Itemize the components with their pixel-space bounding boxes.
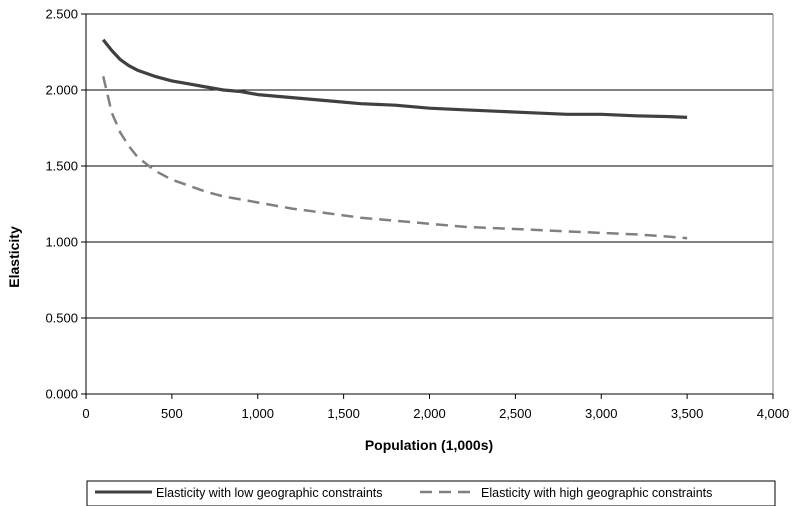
y-tick-label: 0.000: [45, 387, 78, 402]
y-tick-label: 1.000: [45, 235, 78, 250]
x-tick-label: 2,500: [499, 406, 532, 421]
y-tick-label: 2.500: [45, 7, 78, 22]
x-tick-label: 500: [161, 406, 183, 421]
axes: [81, 13, 774, 399]
x-tick-label: 4,000: [757, 406, 790, 421]
y-tick-label: 0.500: [45, 311, 78, 326]
y-tick-label: 2.000: [45, 83, 78, 98]
legend-box: [86, 480, 776, 506]
legend-label-high: Elasticity with high geographic constrai…: [481, 486, 712, 500]
legend-label-low: Elasticity with low geographic constrain…: [156, 486, 383, 500]
legend: Elasticity with low geographic constrain…: [86, 480, 776, 506]
y-tick-label: 1.500: [45, 159, 78, 174]
x-tick-label: 0: [82, 406, 89, 421]
x-tick-label: 1,000: [241, 406, 274, 421]
series-line-low-constraints: [101, 38, 688, 119]
x-tick-labels: 0 500 1,000 1,500 2,000 2,500 3,000 3,500 4,000: [82, 406, 789, 421]
series-line-high-constraints: [101, 76, 688, 240]
y-tick-labels: 0.000 0.500 1.000 1.500 2.000 2.500: [45, 7, 78, 402]
x-tick-label: 3,500: [671, 406, 704, 421]
x-tick-label: 1,500: [327, 406, 360, 421]
x-tick-label: 3,000: [585, 406, 618, 421]
x-axis-title: Population (1,000s): [365, 437, 493, 453]
series-lines: [101, 38, 688, 240]
gridlines: [86, 13, 773, 319]
x-tick-label: 2,000: [413, 406, 446, 421]
y-axis-title: Elasticity: [6, 226, 22, 288]
